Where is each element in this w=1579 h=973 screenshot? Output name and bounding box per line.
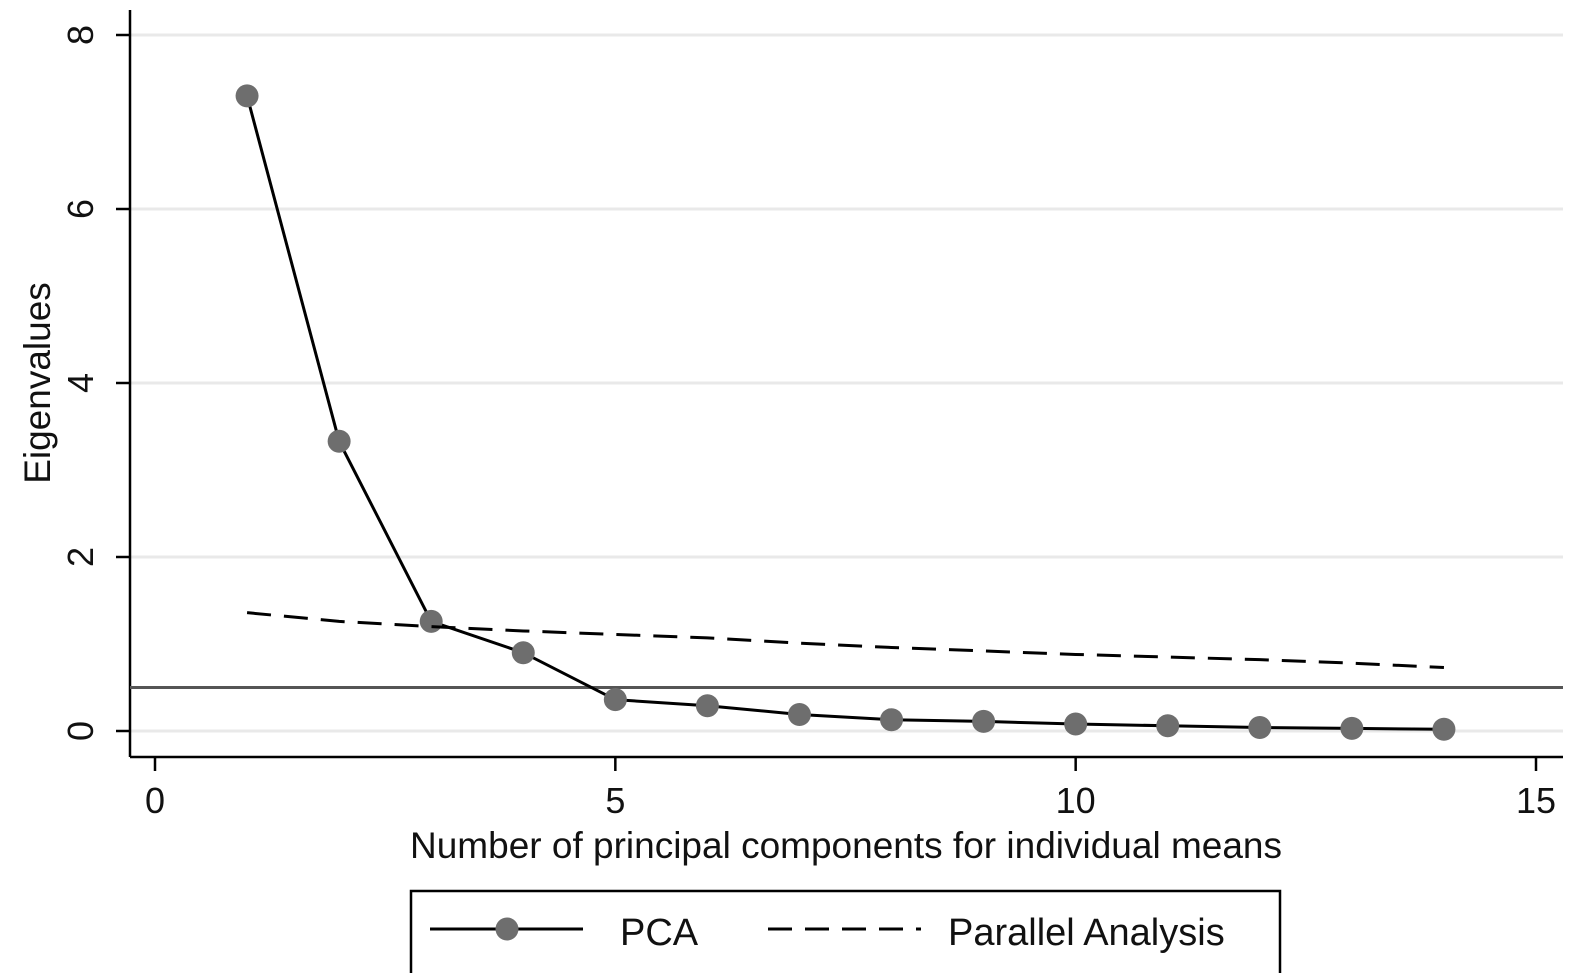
pca-point [1156, 714, 1180, 738]
y-tick-label: 6 [60, 199, 101, 219]
x-tick-label: 0 [145, 780, 165, 821]
legend-box [409, 889, 1282, 973]
legend-label-pca: PCA [620, 912, 699, 954]
legend-pca-marker [495, 917, 519, 941]
x-axis-title: Number of principal components for indiv… [410, 825, 1282, 866]
pca-point [787, 702, 811, 726]
pca-point [235, 84, 259, 108]
y-axis-title: Eigenvalues [17, 282, 58, 484]
y-tick-label: 2 [60, 547, 101, 567]
x-tick-label: 5 [605, 780, 625, 821]
y-tick-label: 0 [60, 721, 101, 741]
pca-point [695, 694, 719, 718]
legend: PCA Parallel Analysis [409, 889, 1282, 973]
x-tick-label: 10 [1056, 780, 1096, 821]
legend-label-parallel-analysis: Parallel Analysis [948, 912, 1225, 954]
series-group [235, 84, 1456, 741]
parallel-analysis-line [246, 611, 1445, 669]
pca-point [1340, 716, 1364, 740]
pca-point [327, 429, 351, 453]
pca-point [880, 708, 904, 732]
pca-point [419, 609, 443, 633]
pca-point [1064, 712, 1088, 736]
x-tick-label: 15 [1516, 780, 1556, 821]
pca-point [1248, 716, 1272, 740]
pca-point [972, 709, 996, 733]
y-tick-label: 8 [60, 25, 101, 45]
pca-point [511, 641, 535, 665]
gridlines [130, 33, 1563, 733]
y-tick-label: 4 [60, 373, 101, 393]
axes: 0 2 4 6 8 0 5 10 15 [60, 10, 1563, 821]
pca-point [603, 688, 627, 712]
pca-point [1432, 717, 1456, 741]
